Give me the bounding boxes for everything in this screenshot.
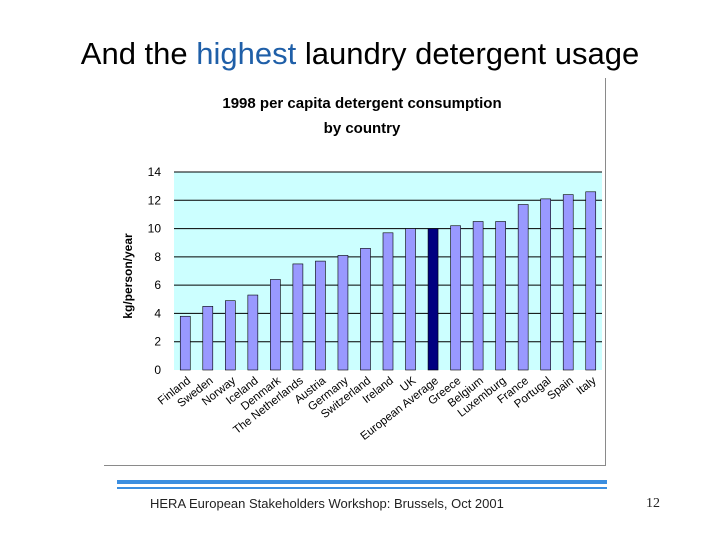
bar-austria	[315, 260, 326, 371]
bar-france	[517, 204, 529, 371]
bar-luxemburg	[495, 221, 506, 371]
bar-the-netherlands	[292, 263, 304, 371]
bar-norway	[225, 300, 236, 371]
chart-title-line2: by country	[324, 120, 401, 137]
y-tick-label: 8	[154, 250, 161, 264]
y-tick-label: 6	[154, 278, 161, 292]
bar-spain	[562, 194, 574, 371]
y-tick-label: 0	[154, 363, 161, 377]
bar-switzerland	[360, 248, 371, 371]
page-number: 12	[646, 496, 660, 511]
y-tick-label: 4	[154, 306, 161, 320]
chart-frame: 1998 per capita detergent consumption by…	[104, 78, 606, 466]
bar-greece	[450, 225, 461, 371]
footer-rule-thin	[117, 487, 607, 489]
bar-germany	[337, 255, 349, 371]
y-axis-label: kg/person/year	[121, 233, 135, 319]
chart-title-line1: 1998 per capita detergent consumption	[222, 95, 501, 112]
bar-iceland	[247, 294, 259, 371]
bar-portugal	[540, 198, 551, 371]
bar-denmark	[270, 279, 281, 371]
x-tick-label: Spain	[545, 375, 576, 403]
footer-text: HERA European Stakeholders Workshop: Bru…	[150, 496, 504, 511]
y-tick-label: 10	[148, 222, 162, 236]
slide-title: And the highest laundry detergent usage	[0, 36, 720, 72]
title-pre: And the	[80, 36, 197, 71]
bar-ireland	[382, 232, 394, 371]
y-tick-label: 12	[148, 193, 162, 207]
bar-belgium	[472, 221, 484, 371]
x-tick-label: Italy	[575, 375, 599, 398]
bar-uk	[405, 228, 416, 371]
bar-finland	[179, 315, 191, 371]
bar-sweden	[202, 306, 214, 371]
bar-chart: 1998 per capita detergent consumption by…	[121, 95, 602, 443]
bar-european-average	[427, 228, 439, 371]
title-highlight: highest	[196, 36, 297, 71]
bar-italy	[585, 191, 597, 371]
title-post: laundry detergent usage	[296, 36, 640, 71]
y-tick-label: 2	[154, 335, 161, 349]
y-tick-label: 14	[148, 165, 162, 179]
footer-rule-thick	[117, 480, 607, 484]
